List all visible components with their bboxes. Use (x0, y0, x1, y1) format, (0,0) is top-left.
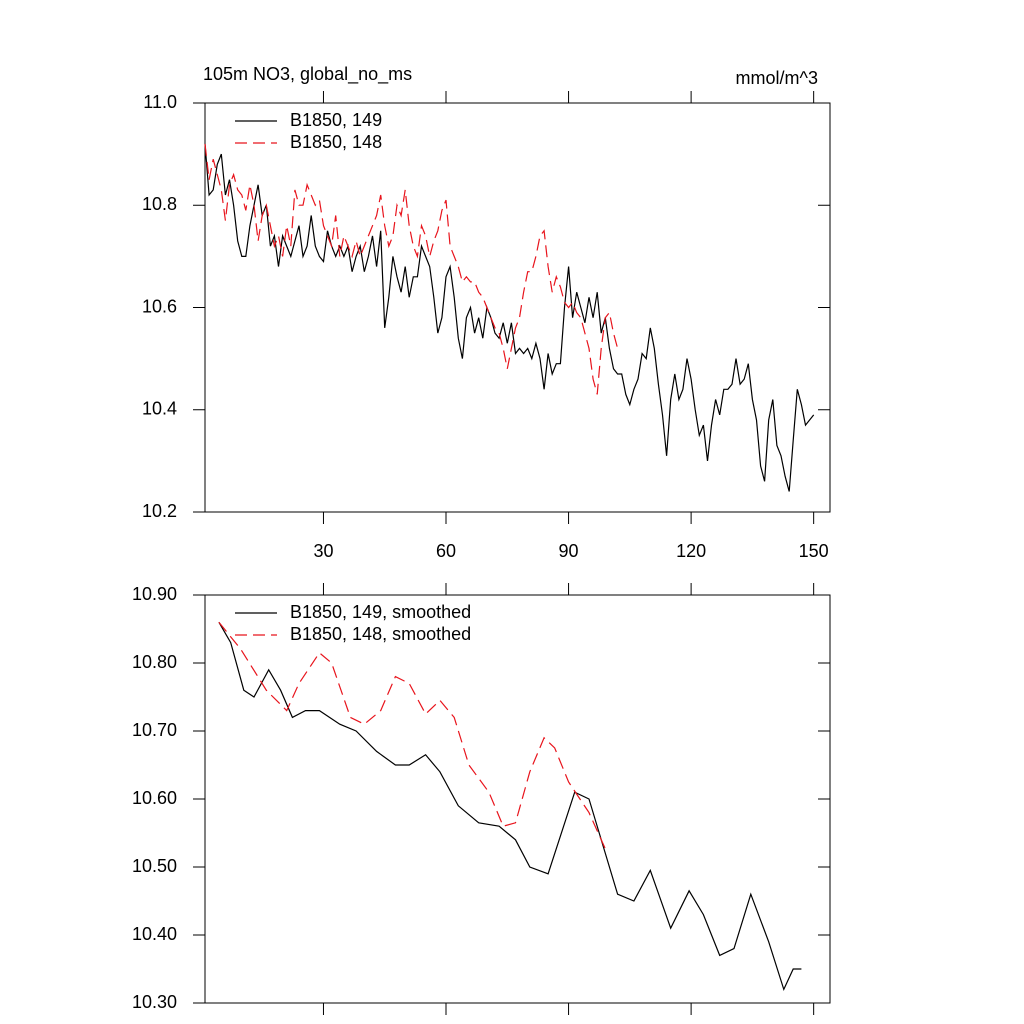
units-label: mmol/m^3 (736, 68, 818, 88)
y-tick-label: 10.80 (132, 652, 177, 672)
y-tick-label: 10.2 (142, 501, 177, 521)
y-tick-label: 10.70 (132, 720, 177, 740)
legend-label: B1850, 149 (290, 110, 382, 130)
data-line (218, 621, 802, 992)
data-line (218, 621, 608, 854)
x-tick-label: 150 (799, 541, 829, 561)
y-tick-label: 10.60 (132, 788, 177, 808)
y-tick-label: 10.40 (132, 924, 177, 944)
y-tick-label: 10.30 (132, 992, 177, 1012)
x-tick-label: 90 (559, 541, 579, 561)
legend-label: B1850, 148 (290, 132, 382, 152)
y-tick-label: 11.0 (143, 92, 177, 112)
y-tick-label: 10.6 (142, 296, 177, 316)
chart-title: 105m NO3, global_no_ms (203, 64, 412, 85)
y-tick-label: 10.50 (132, 856, 177, 876)
legend-label: B1850, 148, smoothed (290, 624, 471, 644)
data-line (204, 143, 815, 492)
legend-label: B1850, 149, smoothed (290, 602, 471, 622)
plot-frame (204, 102, 831, 513)
data-line (204, 143, 619, 395)
x-tick-label: 120 (676, 541, 706, 561)
x-tick-label: 30 (313, 541, 333, 561)
y-tick-label: 10.90 (132, 584, 177, 604)
y-tick-label: 10.8 (142, 194, 177, 214)
x-tick-label: 60 (436, 541, 456, 561)
y-tick-label: 10.4 (142, 399, 177, 419)
